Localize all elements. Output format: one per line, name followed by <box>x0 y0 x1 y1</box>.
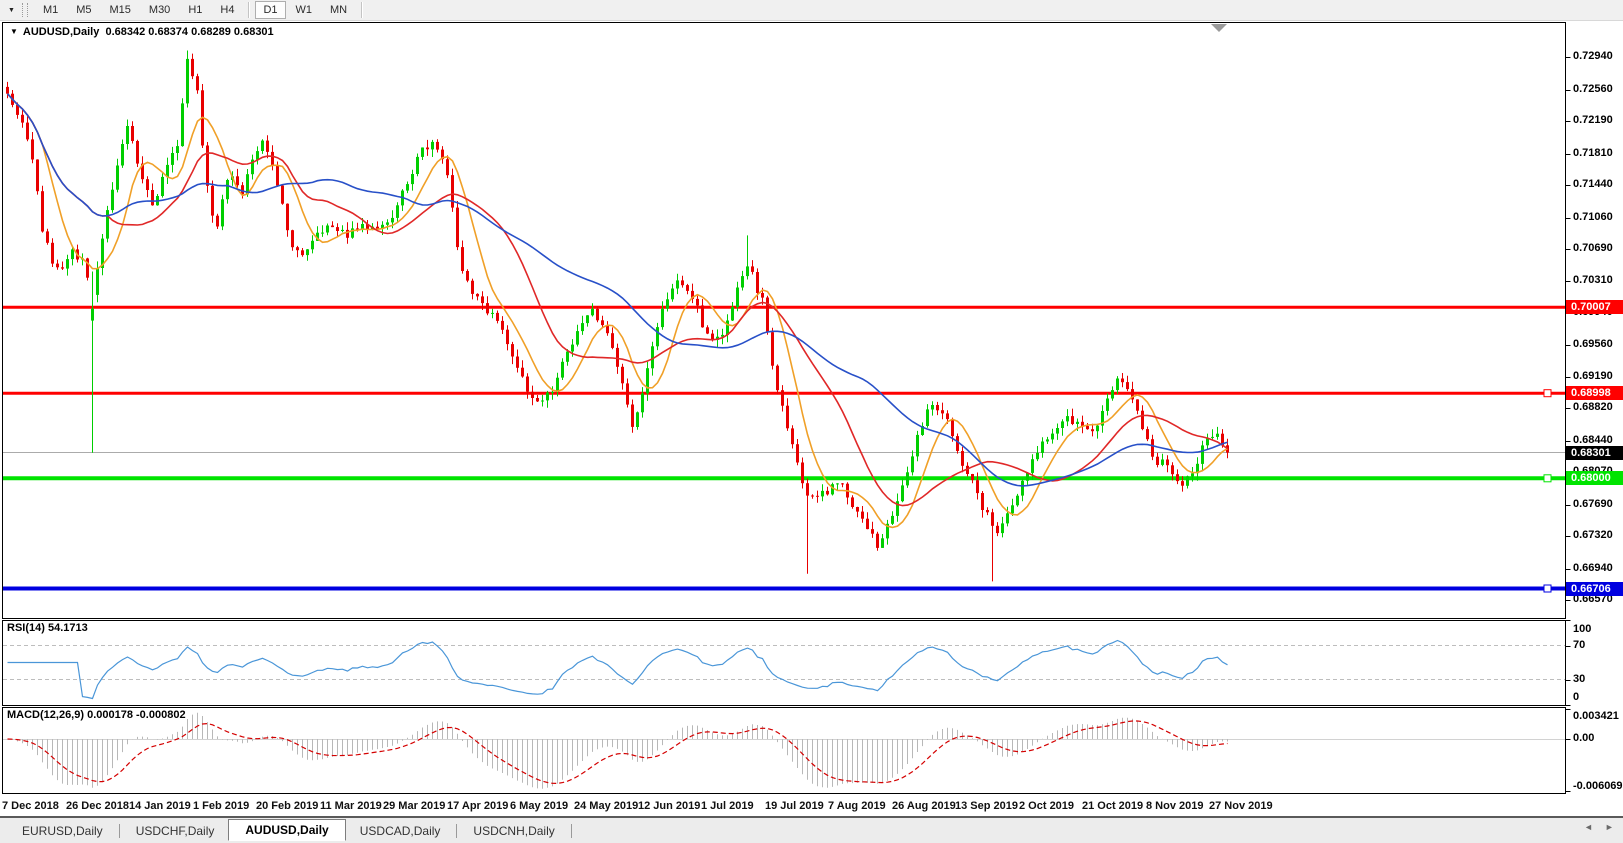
timeframe-button-mn[interactable]: MN <box>322 1 355 19</box>
pane-frames <box>2 22 1566 794</box>
tab-divider <box>456 823 458 838</box>
tab-usdcad-daily[interactable]: USDCAD,Daily <box>359 823 441 838</box>
toolbar-separator <box>361 2 363 18</box>
toolbar-dropdown-button[interactable]: ▼ <box>3 4 20 17</box>
timeframe-buttons-group: M1 M5 M15 M30 H1 H4 D1 W1 MN <box>34 1 367 19</box>
tab-scroll-nav: ◄ ► <box>1584 822 1614 832</box>
chart-tab-bar: EURUSD,Daily USDCHF,Daily AUDUSD,Daily USDC… <box>0 818 1623 843</box>
timeframe-button-h1[interactable]: H1 <box>180 1 210 19</box>
fast-ma-line <box>6 93 1228 529</box>
timeframe-button-m1[interactable]: M1 <box>35 1 66 19</box>
tab-usdchf-daily[interactable]: USDCHF,Daily <box>135 823 215 838</box>
mid-ma-line <box>6 93 1228 507</box>
tab-scroll-left-icon[interactable]: ◄ <box>1584 822 1593 832</box>
tab-scroll-right-icon[interactable]: ► <box>1604 822 1614 832</box>
shift-marker-triangle <box>1211 24 1227 32</box>
slow-ma-line <box>6 93 1228 487</box>
tab-eurusd-daily[interactable]: EURUSD,Daily <box>22 823 103 838</box>
tabbar-separator <box>0 816 1623 818</box>
toolbar-grip-handle[interactable] <box>21 3 28 17</box>
candles <box>6 50 1229 582</box>
toolbar-separator <box>248 2 250 18</box>
tab-divider <box>118 823 120 838</box>
rsi-line <box>7 639 1228 700</box>
macd-histogram <box>12 712 1228 789</box>
timeframe-button-h4[interactable]: H4 <box>212 1 242 19</box>
timeframe-toolbar: ▼ M1 M5 M15 M30 H1 H4 D1 W1 MN <box>0 0 1623 21</box>
timeframe-button-m5[interactable]: M5 <box>68 1 99 19</box>
tab-usdcnh-daily[interactable]: USDCNH,Daily <box>473 823 555 838</box>
timeframe-button-w1[interactable]: W1 <box>288 1 321 19</box>
macd-signal-line <box>7 720 1228 785</box>
timeframe-button-m30[interactable]: M30 <box>141 1 178 19</box>
tab-audusd-daily[interactable]: AUDUSD,Daily <box>228 818 346 841</box>
tab-divider <box>570 823 572 838</box>
timeframe-button-m15[interactable]: M15 <box>102 1 139 19</box>
timeframe-button-d1[interactable]: D1 <box>255 1 286 19</box>
